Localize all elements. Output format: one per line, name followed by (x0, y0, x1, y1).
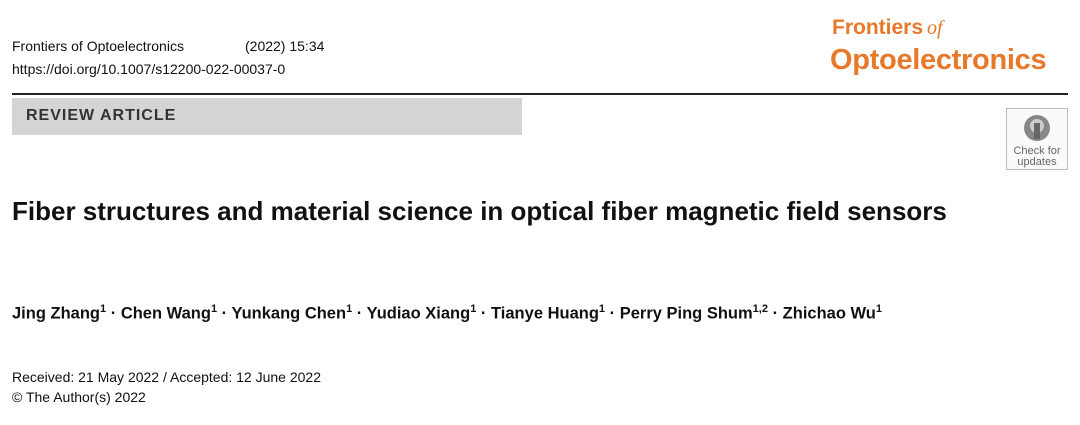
article-type: REVIEW ARTICLE (26, 107, 177, 124)
badge-icon (1024, 115, 1050, 141)
badge-text: Check for (1013, 145, 1061, 157)
authors: Jing Zhang1 · Chen Wang1 · Yunkang Chen1… (12, 303, 882, 324)
affiliation: 1 (470, 303, 477, 315)
title: Fiber structures and material science in… (12, 196, 947, 226)
author-name: Jing Zhang (12, 304, 100, 323)
logo-of: of (927, 17, 943, 39)
logo-text: Frontiers (832, 16, 924, 39)
author-name: Zhichao Wu (782, 304, 876, 323)
separator: · (480, 304, 487, 323)
journal: Frontiers of Optoelectronics (12, 38, 184, 54)
affiliation: 1 (875, 303, 882, 315)
separator: · (110, 304, 117, 323)
separator: · (356, 304, 363, 323)
affiliation: 1 (100, 303, 107, 315)
separator: · (609, 304, 616, 323)
copyright: © The Author(s) 2022 (12, 389, 146, 405)
affiliation: 1 (598, 303, 606, 315)
affiliation: 1 (210, 303, 218, 315)
separator: · (221, 304, 228, 323)
separator: · (772, 304, 779, 323)
check-updates-badge[interactable]: Check for updates (1006, 108, 1068, 170)
affiliation: 1,2 (752, 303, 768, 315)
badge-text: updates (1017, 156, 1057, 168)
logo-text: Optoelectronics (830, 44, 1047, 76)
affiliation: 1 (346, 303, 353, 315)
citation: (2022) 15:34 (245, 38, 325, 54)
rule (12, 93, 1068, 95)
author-name: Yunkang Chen (231, 304, 347, 323)
author-name: Chen Wang (120, 304, 211, 323)
author-name: Yudiao Xiang (366, 304, 471, 323)
article-type-band: REVIEW ARTICLE (12, 98, 522, 135)
logo[interactable]: Frontiers of (832, 16, 943, 40)
author-name: Perry Ping Shum (619, 304, 753, 323)
doi[interactable]: https://doi.org/10.1007/s12200-022-00037… (12, 61, 286, 77)
dates: Received: 21 May 2022 / Accepted: 12 Jun… (12, 369, 321, 385)
author-name: Tianye Huang (491, 304, 599, 323)
